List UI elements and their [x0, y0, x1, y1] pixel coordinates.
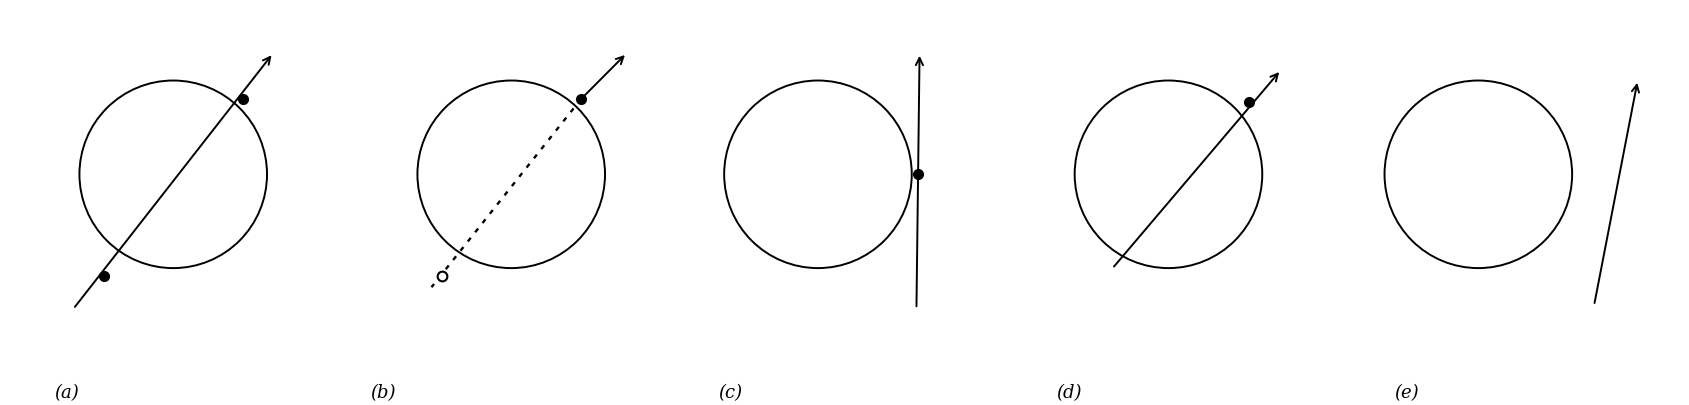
Text: (c): (c): [718, 383, 741, 401]
Text: (d): (d): [1056, 383, 1081, 401]
Text: (b): (b): [370, 383, 395, 401]
Text: (e): (e): [1393, 383, 1417, 401]
Text: (a): (a): [54, 383, 79, 401]
